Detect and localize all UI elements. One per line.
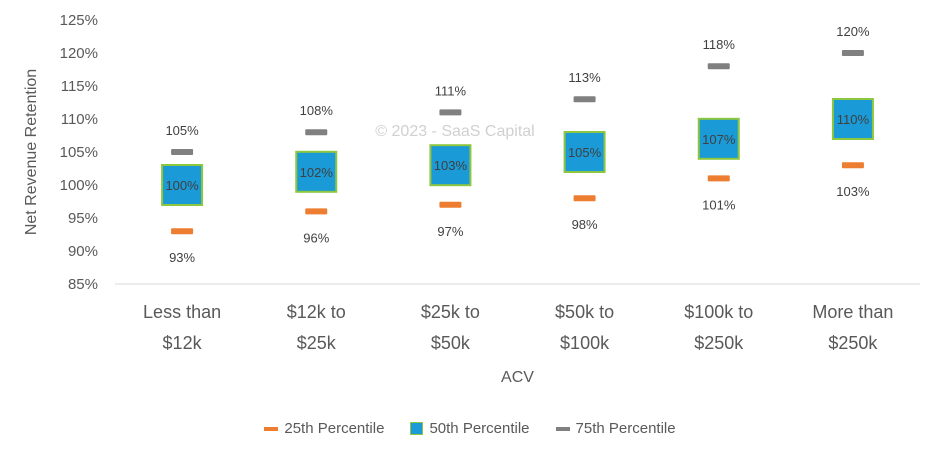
y-tick-label: 125% [60,12,98,29]
p25-label: 101% [702,197,736,212]
x-axis-title: ACV [501,369,534,386]
y-axis-title: Net Revenue Retention [23,69,40,235]
p25-marker [439,201,462,208]
p25-label: 97% [437,224,463,239]
p50-box [697,117,740,160]
p50-box [429,144,472,187]
y-tick-label: 90% [68,243,98,260]
legend-item-25th: 25th Percentile [264,420,384,437]
y-tick-label: 105% [60,144,98,161]
x-category-label: Less than [143,302,221,322]
legend: 25th Percentile 50th Percentile 75th Per… [0,420,940,437]
x-category-label: $12k to [287,302,346,322]
y-tick-label: 85% [68,276,98,293]
x-category-label: $50k [431,333,471,353]
x-category-label: $100k to [684,302,753,322]
watermark: © 2023 - SaaS Capital [375,123,534,140]
y-tick-label: 115% [61,78,98,95]
y-tick-label: 110% [61,111,98,128]
y-axis-ticks: 85% 90% 95% 100% 105% 110% 115% 120% 125% [60,12,98,293]
p50-box [831,98,874,140]
p75-label: 120% [836,24,870,39]
x-category-label: $250k [694,333,744,353]
legend-item-50th: 50th Percentile [410,420,530,437]
p75-marker [305,129,328,136]
legend-swatch-50th [410,422,424,435]
p75-marker [707,63,730,70]
p25-marker [171,228,194,235]
p50-label: 110% [837,112,870,127]
p25-label: 98% [572,217,598,232]
legend-label-50th: 50th Percentile [429,420,530,437]
x-category-label: $12k [163,333,203,353]
p50-label: 102% [300,165,334,180]
x-category-label: $25k [297,333,337,353]
p75-label: 113% [568,70,601,85]
p50-box [161,164,204,206]
p50-label: 100% [165,178,199,193]
p50-box [563,131,606,173]
x-category-label: $50k to [555,302,614,322]
p75-marker [171,149,194,155]
p75-marker [841,50,864,56]
p25-label: 93% [169,250,195,265]
p75-label: 118% [703,37,736,52]
p75-label: 105% [165,123,199,138]
p25-marker [841,162,864,169]
p50-label: 103% [434,158,468,173]
chart-plot: 85% 90% 95% 100% 105% 110% 115% 120% 125% © 2023… [23,12,920,386]
p50-label: 107% [702,132,736,147]
x-category-label: $25k to [421,302,480,322]
legend-label-25th: 25th Percentile [284,420,385,437]
p25-label: 96% [303,230,329,245]
x-axis-categories: Less than $12k $12k to $25k $25k to $50k $50k … [143,302,893,353]
y-tick-label: 120% [60,45,98,62]
legend-item-75th: 75th Percentile [555,420,676,437]
p50-box [295,150,338,193]
p75-marker [439,109,462,116]
y-tick-label: 95% [68,210,98,227]
p25-label: 103% [836,184,870,199]
y-tick-label: 100% [60,177,98,194]
x-category-label: More than [812,302,893,322]
p75-label: 111% [435,83,467,98]
x-category-label: $100k [560,333,610,353]
chart-marks: 105% 100% 93% 108% 102% 96% 111% 103% 97% 113% 105… [161,24,874,265]
p75-marker [573,96,596,103]
p75-label: 108% [300,103,334,118]
p25-marker [573,195,596,202]
x-category-label: $250k [828,333,878,353]
p25-marker [305,208,328,215]
legend-swatch-25th [264,426,279,431]
legend-swatch-75th [555,426,570,431]
legend-label-75th: 75th Percentile [575,420,676,437]
p25-marker [707,175,730,182]
p50-label: 105% [568,145,602,160]
